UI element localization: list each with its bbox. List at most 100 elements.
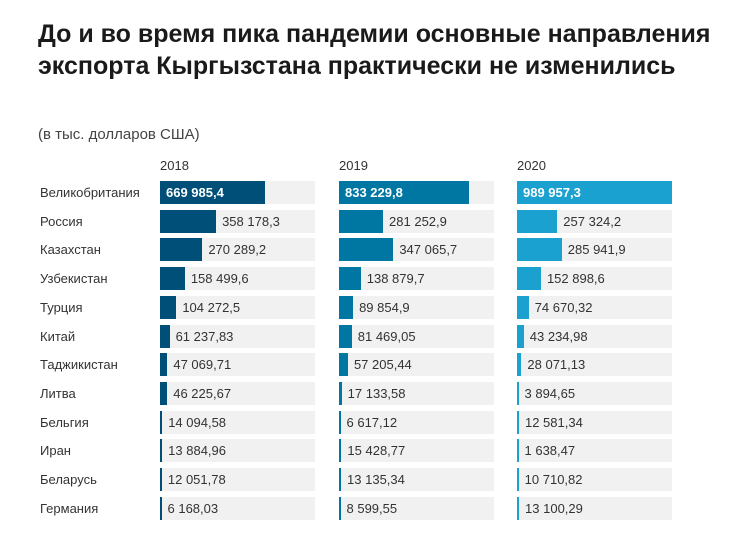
bar-track: 57 205,44 bbox=[339, 353, 494, 377]
series-year-label: 2018 bbox=[160, 158, 189, 173]
data-label: 833 229,8 bbox=[345, 185, 403, 200]
bar-2018 bbox=[160, 324, 170, 348]
category-label: Великобритания bbox=[40, 185, 140, 200]
data-label: 13 884,96 bbox=[168, 443, 227, 459]
bar-track: 989 957,3 bbox=[517, 181, 672, 204]
bar-track: 358 178,3 bbox=[160, 209, 315, 233]
data-label: 104 272,5 bbox=[182, 299, 241, 315]
series-year-label: 2020 bbox=[517, 158, 546, 173]
data-label: 46 225,67 bbox=[173, 385, 232, 401]
chart-subtitle: (в тыс. долларов США) bbox=[38, 126, 200, 143]
bar-2018 bbox=[160, 209, 217, 233]
bar-track: 13 100,29 bbox=[517, 496, 672, 520]
bar-track: 270 289,2 bbox=[160, 238, 315, 262]
bar-2018 bbox=[160, 353, 168, 377]
data-label: 270 289,2 bbox=[208, 242, 267, 258]
data-label: 13 135,34 bbox=[347, 472, 405, 487]
bar-track: 104 272,5 bbox=[160, 295, 315, 319]
category-label: Китай bbox=[40, 328, 76, 344]
bar-track: 89 854,9 bbox=[339, 295, 494, 319]
bar-track: 257 324,2 bbox=[517, 209, 672, 233]
bar-2019 bbox=[339, 381, 342, 405]
bar-2020 bbox=[517, 324, 524, 348]
data-label: 347 065,7 bbox=[399, 242, 458, 258]
data-label: 3 894,65 bbox=[524, 385, 576, 401]
bar-2019 bbox=[339, 267, 361, 291]
bar-2020 bbox=[517, 381, 519, 405]
bar-2020 bbox=[517, 209, 558, 233]
bar-track: 74 670,32 bbox=[517, 295, 672, 319]
bar-track: 152 898,6 bbox=[517, 267, 672, 291]
data-label: 989 957,3 bbox=[523, 185, 581, 200]
bar-track: 17 133,58 bbox=[339, 381, 494, 405]
bar-track: 347 065,7 bbox=[339, 238, 494, 262]
bar-track: 10 710,82 bbox=[517, 468, 672, 491]
category-label: Германия bbox=[40, 500, 99, 516]
bar-2019 bbox=[339, 181, 470, 204]
data-label: 6 617,12 bbox=[346, 414, 398, 430]
data-label: 285 941,9 bbox=[567, 242, 626, 258]
data-label: 152 898,6 bbox=[546, 271, 605, 287]
category-label: Иран bbox=[40, 443, 71, 459]
bar-track: 81 469,05 bbox=[339, 324, 494, 348]
bar-2019 bbox=[339, 410, 341, 434]
data-label: 158 499,6 bbox=[190, 271, 249, 287]
bar-2018 bbox=[160, 410, 163, 434]
bar-track: 43 234,98 bbox=[517, 324, 672, 348]
data-label: 6 168,03 bbox=[167, 500, 219, 516]
bar-track: 47 069,71 bbox=[160, 353, 315, 377]
bar-track: 1 638,47 bbox=[517, 439, 672, 463]
bar-2020 bbox=[517, 295, 529, 319]
bar-2019 bbox=[339, 496, 341, 520]
bar-track: 28 071,13 bbox=[517, 353, 672, 377]
bar-track: 14 094,58 bbox=[160, 410, 315, 434]
bar-track: 158 499,6 bbox=[160, 267, 315, 291]
bar-2018 bbox=[160, 381, 168, 405]
bar-2018 bbox=[160, 295, 177, 319]
bar-2018 bbox=[160, 181, 265, 204]
bar-2018 bbox=[160, 468, 162, 491]
bar-2018 bbox=[160, 439, 163, 463]
bar-2018 bbox=[160, 496, 162, 520]
bar-2020 bbox=[517, 468, 519, 491]
bar-track: 285 941,9 bbox=[517, 238, 672, 262]
bar-track: 13 135,34 bbox=[339, 468, 494, 491]
bar-2018 bbox=[160, 267, 185, 291]
chart-title: До и во время пика пандемии основные нап… bbox=[38, 20, 711, 80]
bar-2019 bbox=[339, 209, 384, 233]
bar-track: 13 884,96 bbox=[160, 439, 315, 463]
data-label: 281 252,9 bbox=[389, 213, 447, 229]
bar-track: 8 599,55 bbox=[339, 496, 494, 520]
bar-track: 46 225,67 bbox=[160, 381, 315, 405]
data-label: 12 051,78 bbox=[167, 472, 226, 487]
category-label: Турция bbox=[40, 299, 83, 315]
bar-2020 bbox=[517, 496, 520, 520]
bar-2020 bbox=[517, 439, 519, 463]
data-label: 47 069,71 bbox=[173, 357, 232, 373]
bar-2019 bbox=[339, 468, 342, 491]
bar-track: 3 894,65 bbox=[517, 381, 672, 405]
data-label: 57 205,44 bbox=[353, 357, 412, 373]
data-label: 138 879,7 bbox=[366, 271, 425, 287]
data-label: 81 469,05 bbox=[357, 328, 416, 344]
bar-2020 bbox=[517, 238, 562, 262]
data-label: 1 638,47 bbox=[524, 443, 576, 459]
data-label: 43 234,98 bbox=[529, 328, 588, 344]
category-label: Литва bbox=[40, 385, 76, 401]
bar-track: 138 879,7 bbox=[339, 267, 494, 291]
bar-2019 bbox=[339, 353, 348, 377]
bar-track: 12 581,34 bbox=[517, 410, 672, 434]
data-label: 17 133,58 bbox=[347, 385, 406, 401]
bar-2019 bbox=[339, 238, 394, 262]
bar-track: 61 237,83 bbox=[160, 324, 315, 348]
bar-track: 6 617,12 bbox=[339, 410, 494, 434]
data-label: 14 094,58 bbox=[168, 414, 227, 430]
data-label: 61 237,83 bbox=[175, 328, 234, 344]
category-label: Узбекистан bbox=[40, 271, 108, 287]
data-label: 358 178,3 bbox=[222, 213, 280, 229]
data-label: 10 710,82 bbox=[524, 472, 583, 487]
category-label: Бельгия bbox=[40, 414, 89, 430]
data-label: 13 100,29 bbox=[525, 500, 583, 516]
category-label: Таджикистан bbox=[40, 357, 118, 373]
bar-2019 bbox=[339, 295, 354, 319]
